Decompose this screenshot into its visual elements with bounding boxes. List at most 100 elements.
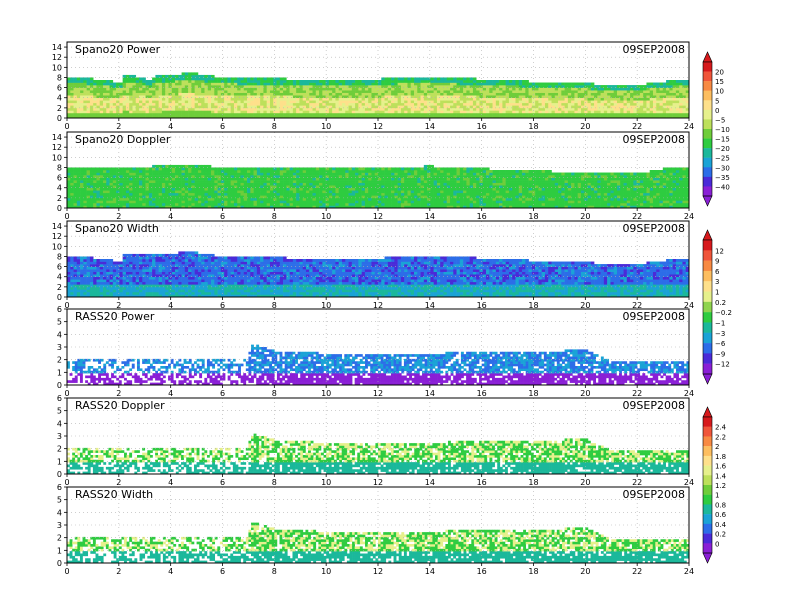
heatmap-cell: [197, 192, 202, 196]
heatmap-cell: [335, 85, 340, 88]
heatmap-cell: [682, 82, 687, 86]
heatmap-cell: [240, 170, 245, 173]
heatmap-cell: [302, 87, 307, 91]
heatmap-cell: [139, 87, 143, 91]
heatmap-cell: [70, 87, 74, 91]
heatmap-cell: [649, 97, 654, 101]
heatmap-cell: [456, 195, 461, 199]
heatmap-cell: [587, 115, 592, 119]
heatmap-cell: [93, 115, 97, 119]
heatmap-cell: [459, 205, 464, 209]
heatmap-cell: [302, 82, 307, 86]
heatmap-cell: [106, 82, 110, 86]
heatmap-cell: [227, 115, 231, 119]
heatmap-cell: [237, 195, 241, 199]
heatmap-cell: [99, 107, 104, 111]
heatmap-cell: [463, 200, 467, 204]
heatmap-cell: [132, 202, 137, 206]
heatmap-cell: [286, 80, 290, 83]
heatmap-cell: [260, 195, 264, 199]
heatmap-cell: [201, 175, 205, 178]
heatmap-cell: [214, 87, 218, 91]
heatmap-cell: [289, 192, 294, 196]
heatmap-cell: [404, 172, 408, 176]
heatmap-cell: [358, 197, 362, 201]
heatmap-cell: [436, 92, 441, 96]
heatmap-cell: [430, 77, 434, 81]
heatmap-cell: [603, 102, 608, 106]
heatmap-cell: [325, 102, 330, 106]
heatmap-cell: [76, 202, 81, 206]
heatmap-cell: [286, 175, 290, 178]
heatmap-cell: [191, 112, 195, 116]
heatmap-cell: [361, 172, 366, 176]
heatmap-cell: [492, 90, 497, 93]
heatmap-cell: [463, 90, 467, 93]
heatmap-cell: [381, 187, 385, 191]
heatmap-cell: [378, 185, 382, 189]
heatmap-cell: [522, 97, 526, 101]
heatmap-cell: [486, 90, 490, 93]
heatmap-cell: [273, 180, 277, 183]
heatmap-cell: [76, 205, 81, 209]
heatmap-cell: [322, 177, 326, 181]
heatmap-cell: [168, 95, 173, 99]
heatmap-cell: [168, 107, 173, 111]
heatmap-cell: [358, 170, 362, 173]
heatmap-cell: [495, 87, 500, 91]
heatmap-cell: [217, 172, 222, 176]
heatmap-cell: [335, 182, 340, 186]
heatmap-cell: [607, 105, 611, 109]
heatmap-cell: [237, 192, 241, 196]
heatmap-cell: [538, 95, 542, 99]
heatmap-cell: [554, 102, 559, 106]
heatmap-cell: [404, 112, 408, 116]
heatmap-cell: [194, 192, 199, 196]
heatmap-cell: [652, 112, 657, 116]
heatmap-cell: [279, 177, 284, 181]
heatmap-cell: [86, 197, 91, 201]
heatmap-cell: [378, 95, 382, 99]
heatmap-cell: [577, 82, 582, 86]
heatmap-cell: [381, 97, 385, 101]
heatmap-cell: [86, 107, 91, 111]
heatmap-cell: [518, 85, 523, 88]
heatmap-cell: [387, 185, 392, 189]
heatmap-cell: [594, 112, 598, 116]
heatmap-cell: [158, 115, 163, 119]
heatmap-cell: [171, 202, 176, 206]
heatmap-cell: [247, 182, 251, 186]
heatmap-cell: [358, 192, 362, 196]
heatmap-cell: [139, 170, 143, 173]
heatmap-cell: [636, 105, 641, 109]
heatmap-cell: [315, 195, 320, 199]
heatmap-cell: [522, 87, 526, 91]
heatmap-cell: [201, 80, 205, 83]
heatmap-cell: [109, 187, 114, 191]
heatmap-cell: [152, 95, 156, 99]
heatmap-cell: [207, 95, 212, 99]
heatmap-cell: [538, 100, 542, 104]
heatmap-cell: [191, 110, 195, 114]
heatmap-cell: [191, 185, 195, 189]
heatmap-cell: [296, 97, 300, 101]
heatmap-cell: [279, 167, 284, 171]
heatmap-cell: [315, 102, 320, 106]
heatmap-cell: [233, 100, 238, 104]
heatmap-cell: [194, 190, 199, 194]
heatmap-cell: [260, 77, 264, 81]
heatmap-cell: [292, 190, 297, 194]
heatmap-cell: [67, 185, 71, 189]
heatmap-cell: [188, 175, 192, 178]
heatmap-cell: [597, 90, 601, 93]
heatmap-cell: [472, 205, 477, 209]
heatmap-cell: [86, 97, 91, 101]
heatmap-cell: [446, 107, 451, 111]
heatmap-cell: [440, 105, 444, 109]
heatmap-cell: [129, 187, 133, 191]
heatmap-cell: [175, 115, 179, 119]
heatmap-cell: [508, 105, 513, 109]
heatmap-cell: [341, 197, 346, 201]
heatmap-cell: [312, 85, 317, 88]
heatmap-cell: [636, 85, 641, 88]
